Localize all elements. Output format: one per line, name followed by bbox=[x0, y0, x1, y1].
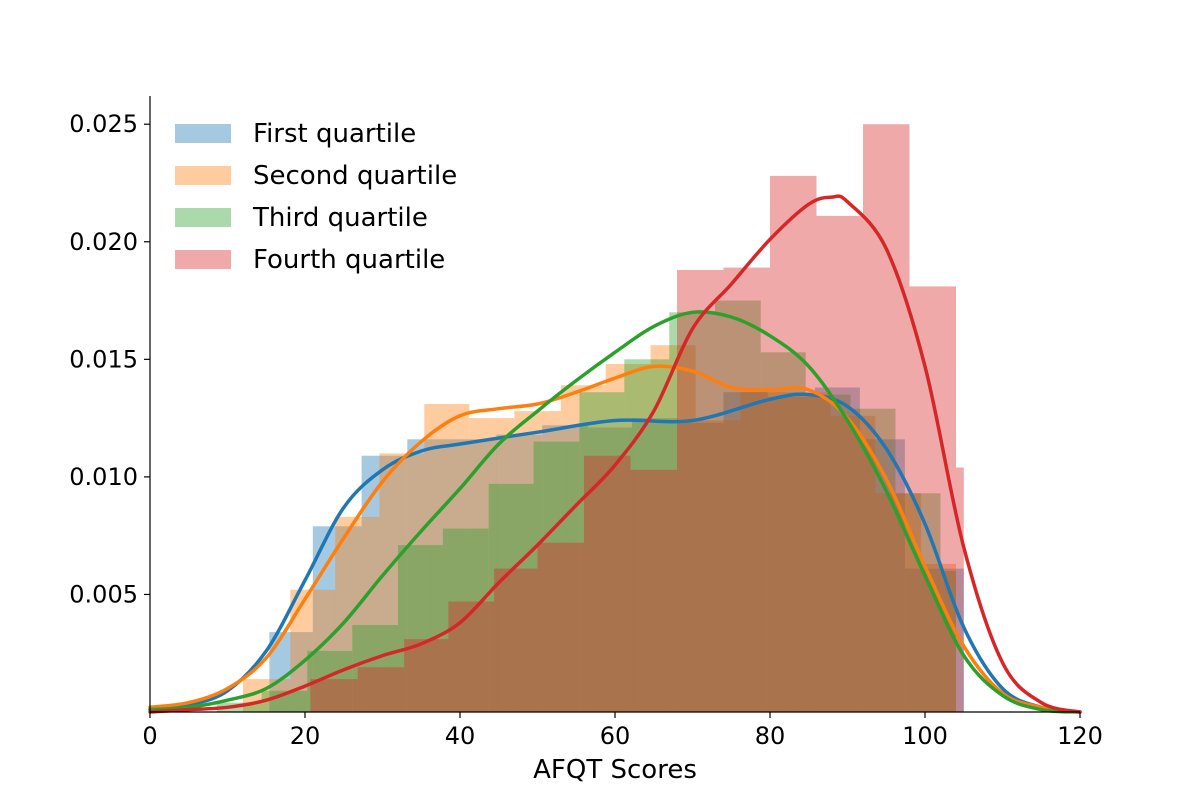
third-quartile-bar-13 bbox=[805, 394, 851, 712]
y-tick-label: 0.010 bbox=[69, 463, 138, 491]
fourth-quartile-bar-11 bbox=[816, 215, 863, 712]
third-quartile-legend-label: Third quartile bbox=[252, 203, 428, 233]
fourth-quartile-bar-7 bbox=[630, 469, 677, 712]
second-quartile-legend-swatch bbox=[175, 166, 231, 185]
second-quartile-bar-14 bbox=[875, 493, 922, 712]
first-quartile-bar-12 bbox=[814, 387, 860, 712]
x-tick-label: 80 bbox=[755, 722, 786, 750]
third-quartile-bar-12 bbox=[760, 352, 806, 712]
second-quartile-bar-11 bbox=[740, 392, 787, 712]
third-quartile-bar-7 bbox=[533, 441, 580, 712]
x-ticks: 0 20 40 60 80 100 120 bbox=[142, 712, 1103, 750]
second-quartile-bar-13 bbox=[830, 415, 876, 712]
third-quartile-legend-swatch bbox=[175, 208, 231, 227]
second-quartile-bar-12 bbox=[786, 392, 831, 712]
fourth-quartile-bar-2 bbox=[404, 639, 449, 712]
y-tick-label: 0.005 bbox=[69, 580, 138, 608]
first-quartile-legend-swatch bbox=[175, 124, 231, 143]
fourth-quartile-bar-12 bbox=[863, 124, 910, 712]
first-quartile-bar-10 bbox=[723, 392, 768, 712]
third-quartile-bar-14 bbox=[850, 408, 896, 712]
fourth-quartile-legend-swatch bbox=[175, 250, 231, 269]
y-tick-label: 0.015 bbox=[69, 345, 138, 373]
x-tick-label: 100 bbox=[902, 722, 948, 750]
fourth-quartile-bar-8 bbox=[677, 270, 724, 712]
first-quartile-bar-9 bbox=[677, 422, 724, 712]
first-quartile-bar-6 bbox=[542, 425, 588, 712]
third-quartile-bar-1 bbox=[261, 690, 308, 712]
third-quartile-bar-11 bbox=[715, 300, 761, 712]
fourth-quartile-bar-9 bbox=[723, 267, 770, 712]
second-quartile-legend-label: Second quartile bbox=[253, 161, 457, 191]
fourth-quartile-bar-0 bbox=[310, 679, 358, 712]
x-tick-label: 60 bbox=[600, 722, 631, 750]
fourth-quartile-legend-label: Fourth quartile bbox=[253, 245, 445, 275]
first-quartile-kde-line bbox=[148, 392, 1082, 714]
first-quartile-bar-5 bbox=[496, 434, 543, 712]
y-tick-label: 0.020 bbox=[69, 228, 138, 256]
fourth-quartile-bar-14 bbox=[956, 467, 964, 712]
first-quartile-bar-4 bbox=[451, 439, 497, 712]
fourth-quartile-bar-4 bbox=[494, 568, 538, 712]
third-quartile-bar-3 bbox=[352, 625, 398, 712]
third-quartile-bar-9 bbox=[624, 359, 670, 712]
second-quartile-kde-line bbox=[148, 364, 1082, 714]
third-quartile-bar-4 bbox=[398, 545, 443, 712]
fourth-quartile-bar-1 bbox=[357, 667, 405, 712]
third-quartile-bar-5 bbox=[442, 528, 489, 712]
second-quartile-bar-4 bbox=[424, 404, 470, 712]
first-quartile-bar-3 bbox=[407, 439, 452, 712]
fourth-quartile-bar-13 bbox=[909, 286, 956, 712]
y-tick-label: 0.025 bbox=[69, 110, 138, 138]
x-tick-label: 0 bbox=[142, 722, 157, 750]
first-quartile-bar-11 bbox=[767, 396, 815, 712]
fourth-quartile-kde-line bbox=[148, 194, 1082, 714]
second-quartile-bar-2 bbox=[335, 516, 380, 712]
kde-curves bbox=[148, 194, 1082, 714]
x-axis-title: AFQT Scores bbox=[533, 755, 697, 785]
legend: First quartile Second quartile Third quart… bbox=[175, 119, 457, 275]
third-quartile-bar-8 bbox=[579, 392, 625, 712]
y-ticks: 0.005 0.010 0.015 0.020 0.025 bbox=[69, 110, 150, 608]
fourth-quartile-bar-3 bbox=[448, 601, 495, 712]
second-quartile-bar-3 bbox=[379, 453, 425, 712]
first-quartile-bar-8 bbox=[632, 418, 678, 712]
x-tick-label: 120 bbox=[1057, 722, 1103, 750]
fourth-quartile-bar-5 bbox=[537, 542, 584, 712]
third-quartile-bar-6 bbox=[488, 483, 534, 712]
second-quartile-bar-10 bbox=[695, 420, 741, 712]
first-quartile-legend-label: First quartile bbox=[253, 119, 416, 149]
second-quartile-bar-7 bbox=[560, 385, 606, 712]
fourth-quartile-bar-10 bbox=[770, 175, 817, 712]
x-tick-label: 40 bbox=[445, 722, 476, 750]
x-tick-label: 20 bbox=[290, 722, 321, 750]
first-quartile-bar-14 bbox=[904, 568, 956, 712]
third-quartile-kde-line bbox=[148, 310, 1082, 714]
fourth-quartile-bar-6 bbox=[584, 455, 631, 712]
first-quartile-bar-7 bbox=[587, 427, 633, 712]
